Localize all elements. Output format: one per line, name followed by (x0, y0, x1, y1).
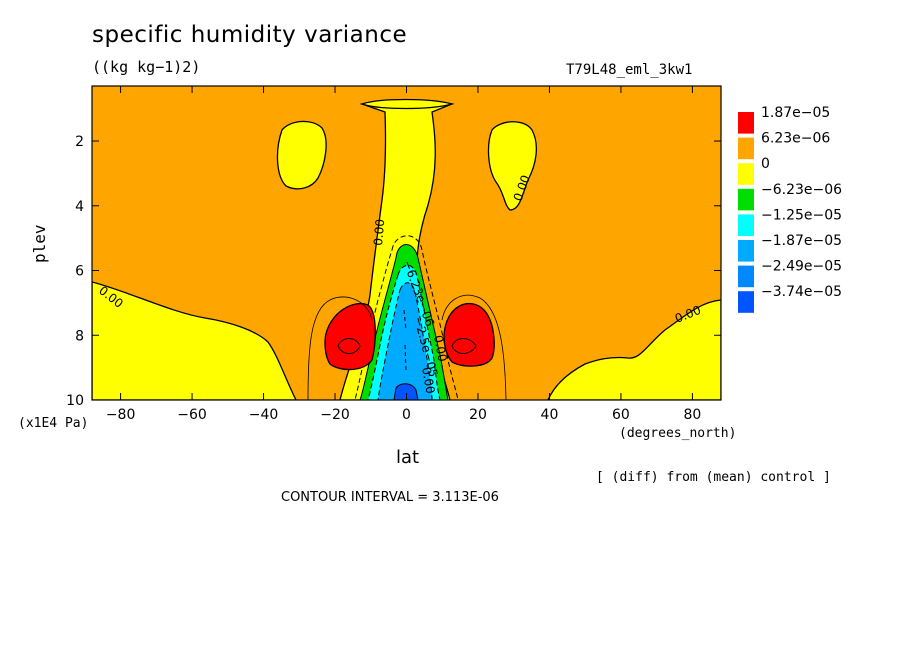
experiment-label: T79L48_eml_3kw1 (566, 62, 693, 78)
legend-swatch (738, 163, 754, 185)
x-axis-label: lat (396, 447, 420, 468)
left-red-blob (324, 302, 376, 371)
x-tick-label: −20 (320, 407, 350, 423)
y-tick-label: 6 (75, 264, 84, 280)
legend-label: 6.23e−06 (761, 131, 830, 147)
x-tick-label: −60 (177, 407, 207, 423)
legend-label: 1.87e−05 (761, 105, 830, 121)
y-ticks: 2 4 6 8 10 (66, 134, 721, 409)
legend-swatch (738, 112, 754, 134)
x-tick-label: −40 (249, 407, 279, 423)
x-tick-label: −80 (106, 407, 136, 423)
x-axis-units: (degrees_north) (619, 426, 737, 441)
x-tick-label: 60 (612, 407, 630, 423)
y-tick-label: 10 (66, 393, 84, 409)
contour-label: 0.00 (431, 334, 449, 363)
y-tick-label: 4 (75, 199, 84, 215)
deep-blue-core (393, 383, 419, 400)
x-tick-label: 40 (541, 407, 559, 423)
diff-note: [ (diff) from (mean) control ] (596, 470, 831, 485)
right-outline (441, 294, 507, 400)
blue-band (377, 282, 433, 400)
colorbar-legend: 1.87e−05 6.23e−06 0 −6.23e−06 −1.25e−05 −1.87… (738, 105, 842, 313)
y-tick-label: 2 (75, 134, 84, 150)
legend-swatch (738, 265, 754, 288)
legend-label: −1.25e−05 (761, 207, 842, 223)
left-high-lat-region (92, 281, 297, 400)
left-red-inner (337, 338, 361, 354)
y-axis-units: (x1E4 Pa) (18, 416, 89, 431)
legend-swatch (738, 188, 754, 211)
legend-label: 0 (761, 156, 770, 172)
contour-interval: CONTOUR INTERVAL = 3.113E-06 (281, 490, 499, 505)
legend-swatch (738, 291, 754, 313)
right-high-lat-region (547, 299, 721, 400)
right-red-blob (443, 302, 495, 367)
contour-label: 0.00 (371, 218, 387, 246)
right-upper-blob (487, 121, 538, 211)
left-outline (307, 296, 373, 400)
chart-title: specific humidity variance (92, 22, 408, 48)
y-tick-label: 8 (75, 328, 84, 344)
x-tick-label: 20 (469, 407, 487, 423)
dashed-contour-outer (354, 235, 459, 400)
legend-label: −6.23e−06 (761, 182, 842, 198)
legend-label: −3.74e−05 (761, 284, 842, 300)
left-upper-blob (276, 120, 327, 190)
right-red-inner (451, 338, 477, 354)
contour-field (92, 86, 721, 400)
chart-units: ((kg kg−1)2) (92, 58, 201, 76)
x-ticks: −80 −60 −40 −20 0 20 40 60 80 (106, 86, 701, 423)
x-tick-label: 80 (683, 407, 701, 423)
x-tick-label: 0 (402, 407, 411, 423)
legend-swatch (738, 137, 754, 160)
contour-label: 0.00 (419, 366, 437, 395)
upper-lens (360, 98, 455, 110)
legend-swatch (738, 240, 754, 262)
core-dashes (403, 309, 407, 371)
legend-label: −1.87e−05 (761, 233, 842, 249)
legend-label: −2.49e−05 (761, 259, 842, 275)
legend-swatch (738, 214, 754, 236)
